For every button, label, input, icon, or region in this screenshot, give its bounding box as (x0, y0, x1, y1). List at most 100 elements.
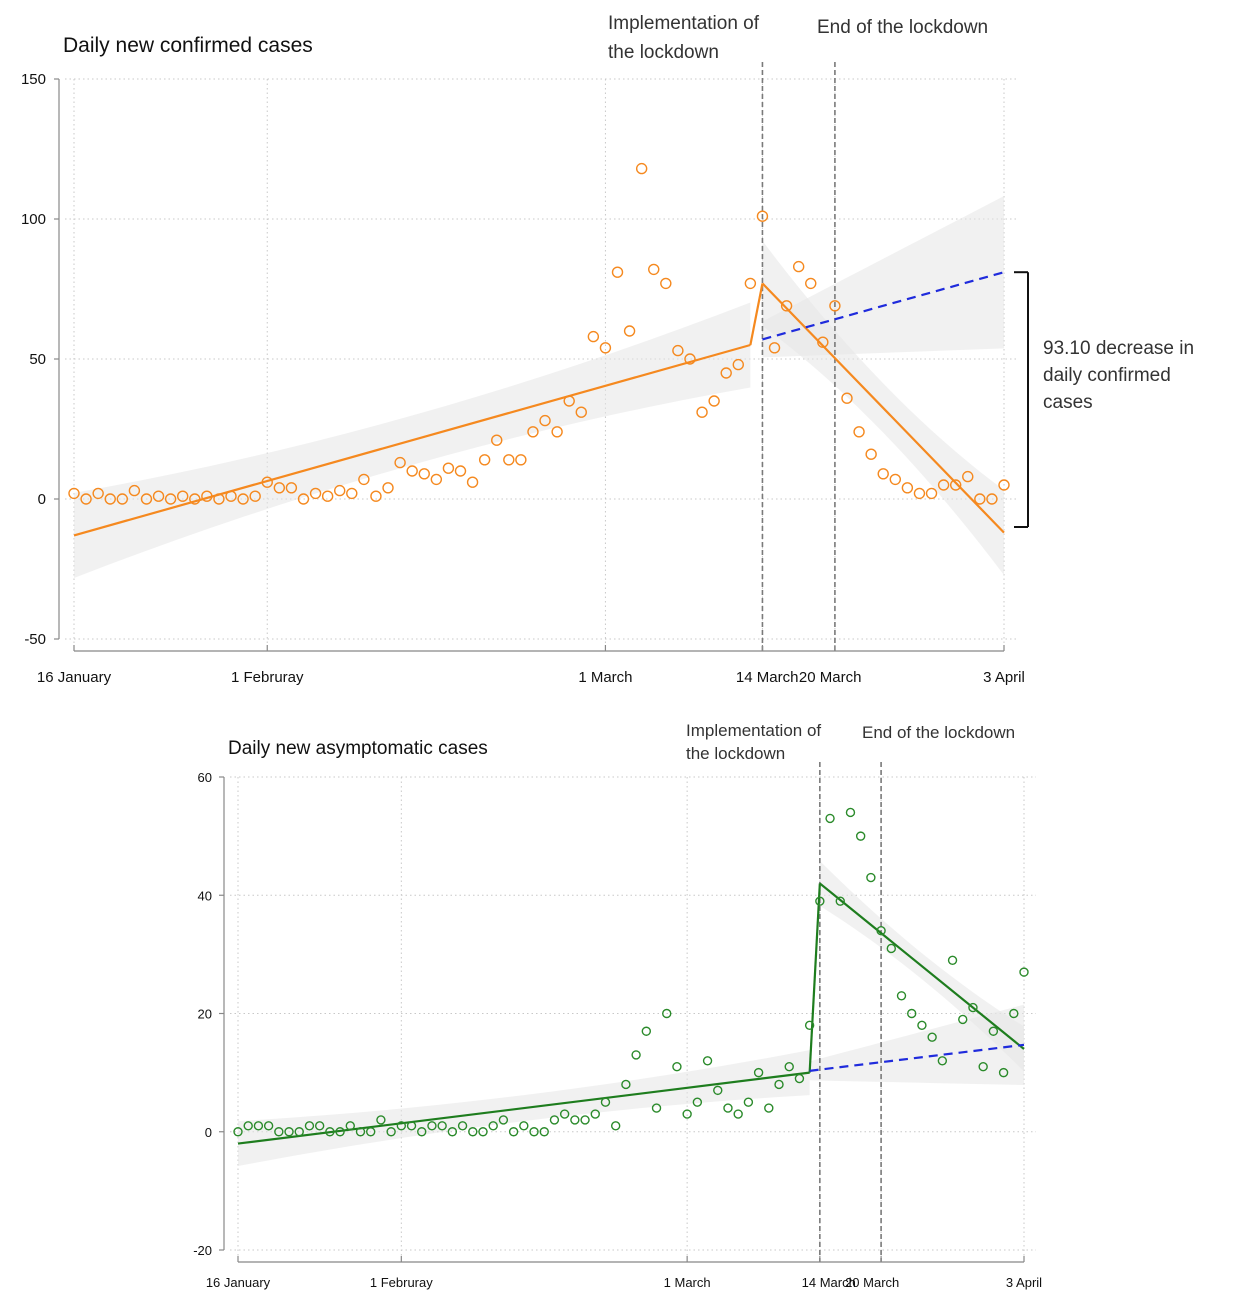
data-point (794, 1073, 805, 1084)
data-point (866, 872, 876, 883)
data-point (927, 1032, 937, 1042)
data-point (437, 1121, 447, 1131)
data-point (651, 1103, 662, 1113)
data-point (551, 426, 563, 438)
data-point (201, 490, 213, 502)
data-point (314, 1121, 325, 1131)
confirmed-cases-chart: -50 0 50 100 150 16 January 1 Februray 1 March 1… (21, 13, 1194, 686)
data-point (925, 487, 938, 500)
data-point (417, 1127, 427, 1137)
x-tick-label: 1 Februray (231, 669, 304, 686)
chart-title: Daily new confirmed cases (63, 34, 313, 57)
data-point (648, 263, 660, 276)
data-point (743, 1097, 754, 1107)
data-point (682, 1109, 692, 1119)
data-point (774, 1079, 784, 1090)
y-tick-label: -20 (193, 1243, 212, 1258)
data-point (164, 493, 177, 505)
data-point (986, 493, 998, 505)
data-point (508, 1127, 519, 1137)
data-point (503, 454, 515, 466)
data-point (733, 1109, 743, 1119)
data-point (140, 493, 153, 505)
y-tick-label: 40 (198, 888, 212, 903)
data-point (225, 490, 237, 502)
data-point (346, 487, 358, 500)
data-point (623, 325, 636, 337)
counterfactual-band (762, 196, 1004, 358)
data-point (274, 1127, 284, 1137)
data-point (877, 468, 889, 480)
data-point (732, 358, 744, 371)
y-tick-label: 0 (205, 1125, 212, 1140)
fit-line (73, 343, 751, 537)
data-point (937, 479, 950, 491)
data-point (563, 395, 575, 407)
data-point (263, 1121, 274, 1131)
data-point (309, 487, 322, 500)
data-point (692, 1097, 703, 1107)
x-tick-label: 3 April (983, 669, 1025, 686)
data-point (334, 484, 346, 497)
data-point (998, 479, 1010, 491)
data-point (764, 1103, 774, 1113)
data-point (237, 493, 249, 505)
data-point (92, 487, 104, 500)
data-point (498, 1115, 509, 1125)
data-point (937, 1056, 948, 1066)
data-point (780, 300, 793, 312)
data-point (430, 473, 443, 486)
x-tick-label: 1 Februray (370, 1275, 433, 1290)
data-point (835, 896, 845, 906)
data-point (177, 490, 189, 502)
data-point (366, 1127, 376, 1137)
data-point (427, 1121, 437, 1131)
data-point (529, 1127, 539, 1137)
data-point (304, 1121, 315, 1131)
data-point (345, 1121, 355, 1131)
data-point (720, 367, 732, 379)
data-point (587, 330, 600, 343)
y-tick-label: 150 (21, 71, 46, 88)
data-point (708, 395, 720, 407)
data-point (804, 1020, 815, 1031)
data-point (570, 1115, 580, 1125)
decrease-label-line2: daily confirmed (1043, 365, 1171, 386)
data-point (466, 476, 479, 488)
asymptomatic-cases-chart: -20 0 20 40 60 16 January 1 Februray 1 March 14 … (193, 721, 1042, 1290)
data-point (325, 1127, 335, 1137)
data-point (68, 487, 80, 500)
data-point (962, 470, 974, 483)
data-point (702, 1056, 713, 1066)
x-tick-label: 1 March (664, 1275, 711, 1290)
decrease-label-line1: 93.10 decrease in (1043, 338, 1194, 359)
data-point (406, 1121, 417, 1131)
data-point (672, 1062, 682, 1072)
data-point (825, 813, 835, 824)
data-point (876, 926, 886, 936)
lockdown-end-label: End of the lockdown (817, 17, 988, 38)
data-point (621, 1079, 631, 1090)
lockdown-start-label-line1: Implementation of (608, 13, 760, 34)
data-point (1009, 1008, 1019, 1019)
data-point (273, 482, 286, 494)
data-point (792, 260, 805, 273)
data-point (660, 277, 672, 290)
data-point (284, 1127, 294, 1137)
data-point (418, 468, 430, 480)
x-tick-label: 3 April (1006, 1275, 1042, 1290)
x-tick-label: 16 January (37, 669, 112, 686)
data-point (468, 1127, 478, 1137)
fit-line (819, 882, 1025, 1050)
data-point (442, 462, 455, 474)
data-point (600, 1097, 611, 1107)
data-point (152, 490, 165, 502)
data-point (974, 493, 986, 505)
data-point (580, 1115, 590, 1125)
y-tick-label: 100 (21, 211, 46, 228)
data-point (478, 454, 491, 466)
counterfactual-line (809, 1043, 1025, 1072)
lockdown-start-label-line2: the lockdown (686, 744, 785, 763)
data-point (128, 484, 141, 497)
data-point (768, 342, 781, 354)
